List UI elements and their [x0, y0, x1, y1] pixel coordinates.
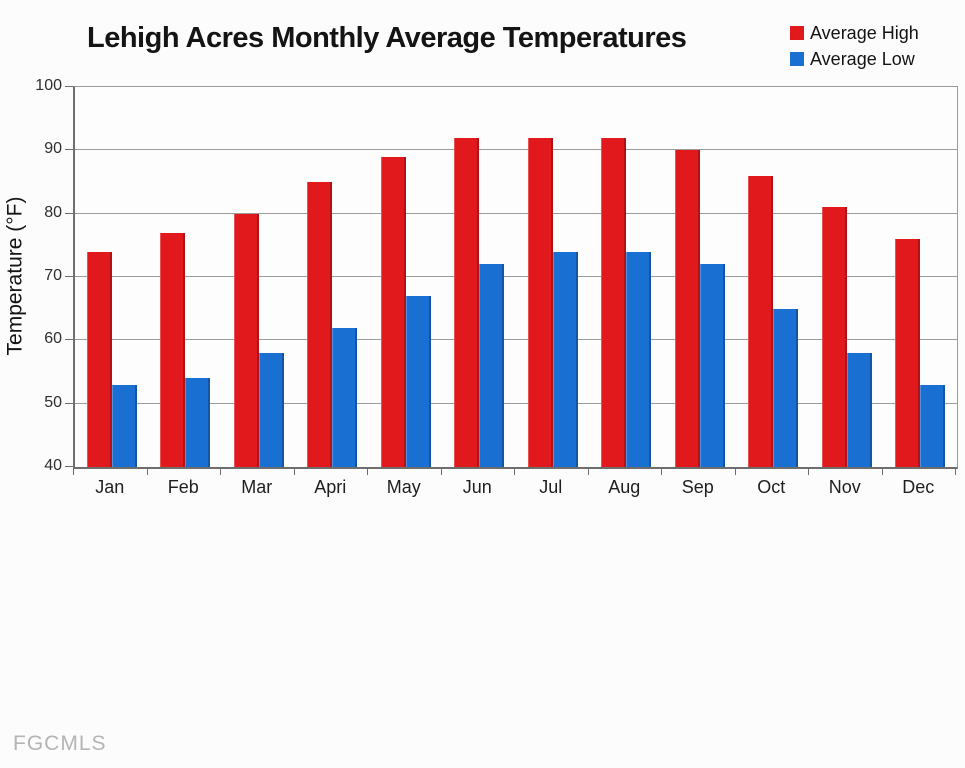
- legend-label-average-high: Average High: [810, 22, 919, 43]
- bar-average-low-may: [405, 296, 431, 467]
- y-tick-mark-100: [65, 86, 73, 87]
- y-tick-label-40: 40: [44, 457, 62, 474]
- bar-average-low-dec: [920, 384, 946, 467]
- x-category-label-feb: Feb: [167, 477, 199, 497]
- legend-item-average-low: Average Low: [790, 48, 919, 70]
- bar-average-low-oct: [773, 308, 799, 467]
- x-category-label-sep: Sep: [681, 477, 714, 497]
- x-tick-mark-9: [734, 468, 736, 475]
- x-tick-mark-2: [220, 468, 221, 475]
- x-tick-mark-11: [881, 468, 883, 475]
- bar-average-high-sep: [674, 150, 700, 467]
- x-tick-mark-1: [146, 468, 148, 475]
- gridline-90: [75, 149, 957, 151]
- legend-swatch-average-low: [790, 52, 804, 66]
- gridline-80: [75, 212, 957, 214]
- bar-average-high-jan: [86, 251, 112, 467]
- y-tick-mark-50: [65, 402, 73, 404]
- y-tick-mark-40: [65, 466, 73, 467]
- y-tick-mark-60: [65, 339, 73, 341]
- bar-average-high-oct: [748, 175, 774, 467]
- bar-average-low-jan: [111, 384, 137, 467]
- x-category-label-oct: Oct: [757, 477, 786, 497]
- bar-average-high-may: [380, 156, 406, 467]
- legend-item-average-high: Average High: [790, 22, 919, 44]
- bar-average-high-jul: [527, 137, 553, 467]
- bar-average-low-aug: [626, 251, 652, 467]
- y-tick-label-100: 100: [35, 77, 62, 94]
- y-tick-mark-90: [65, 149, 73, 151]
- x-category-label-jan: Jan: [95, 477, 125, 497]
- x-category-label-jul: Jul: [539, 477, 563, 497]
- legend: Average High Average Low: [790, 22, 919, 70]
- x-category-label-jun: Jun: [462, 477, 492, 497]
- x-tick-mark-3: [293, 468, 295, 475]
- x-category-label-nov: Nov: [828, 477, 861, 497]
- watermark: FGCMLS: [13, 732, 107, 755]
- bar-average-low-sep: [699, 264, 725, 467]
- bar-average-high-nov: [821, 207, 847, 467]
- bar-average-high-dec: [895, 239, 921, 467]
- x-tick-mark-8: [661, 468, 662, 475]
- gridline-50: [75, 402, 957, 404]
- x-tick-mark-6: [514, 468, 515, 475]
- x-tick-mark-5: [440, 468, 442, 475]
- bar-average-high-aug: [601, 137, 627, 467]
- bar-average-high-mar: [233, 213, 259, 467]
- x-category-label-dec: Dec: [902, 477, 935, 497]
- x-category-label-mar: Mar: [241, 477, 273, 497]
- bar-average-high-feb: [160, 232, 186, 467]
- chart-title: Lehigh Acres Monthly Average Temperature…: [87, 22, 687, 54]
- x-category-label-apri: Apri: [314, 477, 347, 497]
- y-tick-label-70: 70: [44, 267, 62, 284]
- x-tick-mark-10: [808, 468, 809, 475]
- y-tick-mark-70: [65, 276, 73, 277]
- x-category-label-aug: Aug: [608, 477, 641, 497]
- x-tick-mark-12: [955, 468, 956, 475]
- x-tick-mark-7: [587, 468, 589, 475]
- x-tick-mark-4: [367, 468, 368, 475]
- gridline-60: [75, 339, 957, 341]
- bar-average-low-mar: [258, 353, 284, 467]
- bar-average-high-jun: [454, 137, 480, 467]
- y-tick-label-50: 50: [44, 393, 62, 411]
- x-tick-mark-0: [73, 468, 74, 475]
- legend-swatch-average-high: [790, 26, 804, 40]
- bar-average-low-jul: [552, 251, 578, 467]
- bar-average-low-jun: [479, 264, 505, 467]
- bar-average-low-apri: [332, 327, 358, 467]
- y-tick-label-60: 60: [44, 330, 62, 348]
- y-tick-mark-80: [65, 212, 73, 214]
- gridline-70: [75, 276, 957, 277]
- x-category-label-may: May: [386, 477, 421, 497]
- bar-average-low-nov: [846, 353, 872, 467]
- bar-average-high-apri: [307, 182, 333, 467]
- y-tick-label-80: 80: [44, 203, 62, 221]
- y-tick-label-90: 90: [44, 140, 62, 158]
- plot-area: [73, 86, 958, 469]
- legend-label-average-low: Average Low: [810, 48, 915, 69]
- bar-average-low-feb: [185, 378, 211, 467]
